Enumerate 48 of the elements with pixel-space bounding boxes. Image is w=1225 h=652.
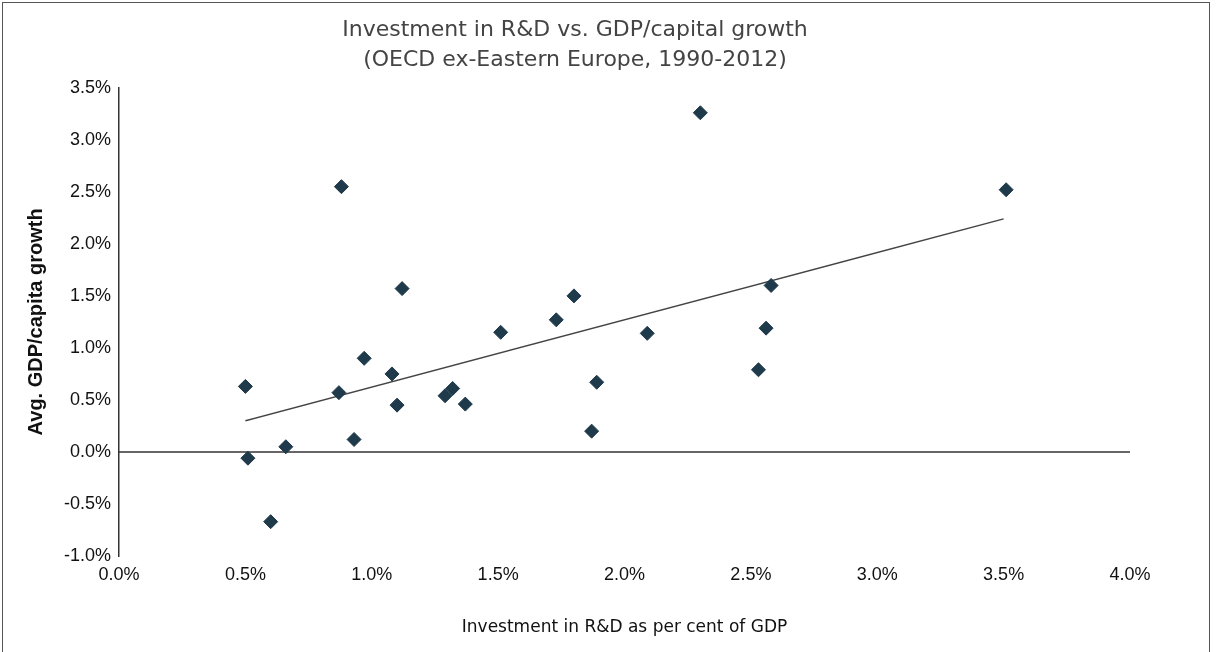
y-axis-title: Avg. GDP/capita growth <box>23 208 46 436</box>
point <box>346 431 362 447</box>
x-tick-label: 3.0% <box>856 563 898 584</box>
point <box>750 362 766 378</box>
point <box>356 350 372 366</box>
chart-subtitle: (OECD ex-Eastern Europe, 1990-2012) <box>363 46 787 72</box>
point <box>566 288 582 304</box>
y-tick-label: 0.5% <box>69 388 112 409</box>
point <box>237 378 253 394</box>
y-tick-label: -1.0% <box>63 544 112 565</box>
x-tick-label: 0.0% <box>98 563 140 584</box>
point <box>589 374 605 390</box>
point <box>331 385 347 401</box>
x-axis-title: Investment in R&D as per cent of GDP <box>461 616 788 637</box>
y-tick-label: -0.5% <box>63 492 112 513</box>
x-tick-label: 2.5% <box>730 563 772 584</box>
point <box>394 281 410 297</box>
point <box>763 277 779 293</box>
point <box>584 423 600 439</box>
y-tick-label: 0.0% <box>69 440 112 461</box>
y-tick-label: 1.0% <box>69 336 112 357</box>
x-tick-label: 1.5% <box>477 563 519 584</box>
point <box>389 397 405 413</box>
point <box>548 312 564 328</box>
y-tick-label: 2.5% <box>69 180 112 201</box>
x-tick-label: 0.5% <box>224 563 266 584</box>
point <box>639 325 655 341</box>
x-tick-label: 3.5% <box>983 563 1025 584</box>
point <box>692 105 708 121</box>
x-tick-label: 1.0% <box>351 563 393 584</box>
point <box>384 366 400 382</box>
point <box>278 439 294 455</box>
y-tick-label: 1.5% <box>69 284 112 305</box>
point <box>758 320 774 336</box>
y-tick-label: 3.0% <box>69 128 112 149</box>
x-tick-label: 4.0% <box>1109 563 1151 584</box>
point <box>457 396 473 412</box>
point <box>240 450 256 466</box>
point <box>493 324 509 340</box>
point <box>437 388 453 404</box>
x-tick-label: 2.0% <box>604 563 646 584</box>
point <box>263 514 279 530</box>
point <box>998 182 1014 198</box>
point <box>445 380 461 396</box>
y-tick-label: 2.0% <box>69 232 112 253</box>
chart-title: Investment in R&D vs. GDP/capital growth <box>342 15 808 41</box>
y-tick-label: 3.5% <box>69 76 112 97</box>
point <box>333 179 349 195</box>
